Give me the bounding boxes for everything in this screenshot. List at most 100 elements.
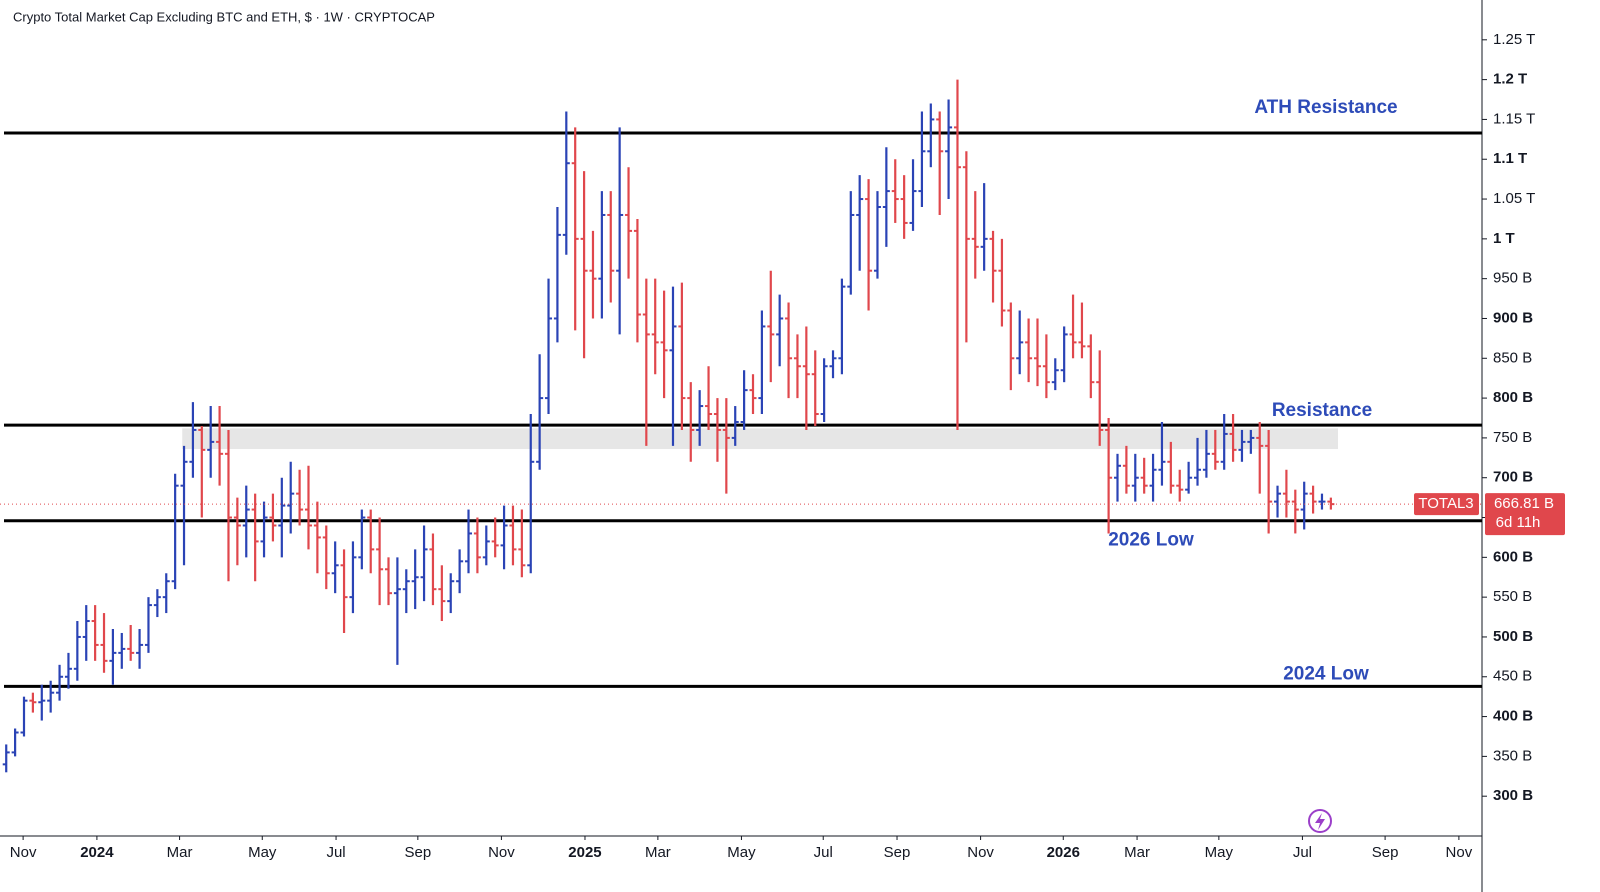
ohlc-bar: [1060, 326, 1068, 383]
ohlc-bar: [909, 159, 917, 231]
ohlc-bar: [1309, 485, 1317, 514]
ohlc-bar: [527, 414, 535, 574]
y-tick-label: 1.25 T: [1493, 31, 1535, 48]
x-tick-label: May: [1205, 844, 1234, 861]
countdown-label: 6d 11h: [1496, 514, 1541, 531]
ohlc-bar: [545, 278, 553, 415]
ohlc-bar: [598, 191, 606, 319]
ohlc-bar: [331, 541, 339, 594]
ohlc-bar: [536, 354, 544, 470]
ohlc-bar: [980, 183, 988, 271]
ohlc-bar: [571, 127, 579, 331]
ohlc-bar: [1318, 493, 1326, 510]
ohlc-bar: [20, 696, 28, 737]
ohlc-bar: [749, 374, 757, 415]
ohlc-bar: [465, 509, 473, 574]
ohlc-bar: [189, 402, 197, 478]
ohlc-bar: [429, 533, 437, 606]
ohlc-bar: [518, 509, 526, 578]
ohlc-bar: [1025, 318, 1033, 383]
ohlc-bar: [136, 628, 144, 669]
x-tick-label: Mar: [645, 844, 671, 861]
ohlc-bar: [678, 282, 686, 430]
ohlc-bar: [625, 167, 633, 279]
level-label: 2026 Low: [1108, 530, 1194, 551]
ohlc-bar: [1007, 302, 1015, 391]
flash-icon[interactable]: [1308, 809, 1332, 833]
y-tick-label: 400 B: [1493, 708, 1533, 725]
y-tick-label: 450 B: [1493, 668, 1532, 685]
x-tick-label: May: [727, 844, 756, 861]
y-tick-label: 800 B: [1493, 389, 1533, 406]
ohlc-bar: [989, 230, 997, 303]
ohlc-bar: [340, 549, 348, 633]
ohlc-bar: [1274, 485, 1282, 518]
ohlc-bar: [1185, 461, 1193, 494]
ohlc-bar: [802, 326, 810, 430]
ohlc-bar: [385, 557, 393, 606]
ohlc-bar: [1194, 437, 1202, 486]
x-tick-label: May: [248, 844, 277, 861]
ohlc-bar: [82, 605, 90, 661]
ohlc-bar: [73, 621, 81, 681]
x-tick-label: Mar: [167, 844, 193, 861]
ohlc-bar: [420, 525, 428, 602]
ohlc-bar: [358, 509, 366, 570]
x-tick-label: Jul: [814, 844, 833, 861]
ohlc-bar: [118, 632, 126, 669]
ohlc-bar: [393, 557, 401, 665]
ohlc-bar: [1211, 429, 1219, 470]
x-tick-label: Nov: [967, 844, 994, 861]
x-tick-label: Nov: [1446, 844, 1473, 861]
ohlc-bar: [731, 406, 739, 446]
ohlc-bar: [705, 366, 713, 430]
ohlc-bar: [820, 358, 828, 422]
ohlc-bar: [696, 390, 704, 446]
ohlc-bar: [376, 517, 384, 606]
ohlc-bar: [829, 350, 837, 379]
x-tick-label: Nov: [10, 844, 37, 861]
ohlc-bar: [242, 485, 250, 558]
ohlc-bar: [260, 501, 268, 558]
ohlc-bar: [927, 103, 935, 168]
ohlc-bar: [278, 477, 286, 558]
y-tick-label: 700 B: [1493, 469, 1533, 486]
x-tick-label: 2025: [568, 844, 601, 861]
ohlc-bar: [847, 191, 855, 295]
ohlc-bar: [1051, 358, 1059, 391]
y-tick-label: 550 B: [1493, 588, 1532, 605]
ohlc-bar: [100, 613, 108, 673]
x-tick-label: Sep: [884, 844, 911, 861]
ohlc-bar: [313, 501, 321, 574]
ohlc-bar: [945, 99, 953, 200]
ohlc-bar: [1247, 429, 1255, 454]
ohlc-bar: [56, 664, 64, 701]
ohlc-bar: [1167, 441, 1175, 494]
symbol-tag: [1414, 493, 1479, 516]
ohlc-bar: [402, 569, 410, 614]
ohlc-bar: [856, 175, 864, 271]
ohlc-bar: [1033, 318, 1041, 387]
ohlc-bar: [607, 191, 615, 303]
ohlc-bar: [998, 238, 1006, 327]
ohlc-bar: [793, 334, 801, 399]
y-tick-label: 600 B: [1493, 548, 1533, 565]
y-tick-label: 750 B: [1493, 429, 1532, 446]
ohlc-bar: [1220, 414, 1228, 470]
ohlc-bar: [687, 382, 695, 462]
x-tick-label: Sep: [1372, 844, 1399, 861]
y-tick-label: 950 B: [1493, 270, 1532, 287]
y-tick-label: 1.1 T: [1493, 150, 1527, 167]
ohlc-bar: [1238, 429, 1246, 462]
ohlc-bar: [1300, 481, 1308, 530]
icon-bolt: [1315, 813, 1325, 830]
ohlc-bar: [740, 370, 748, 430]
ohlc-bar: [127, 625, 135, 661]
symbol-label: TOTAL3: [1418, 495, 1473, 512]
ohlc-bar: [1291, 489, 1299, 534]
ohlc-bar: [767, 270, 775, 383]
ohlc-bar: [64, 652, 72, 689]
ohlc-bar: [713, 398, 721, 462]
ohlc-bar: [500, 505, 508, 570]
ohlc-bar: [553, 207, 561, 343]
